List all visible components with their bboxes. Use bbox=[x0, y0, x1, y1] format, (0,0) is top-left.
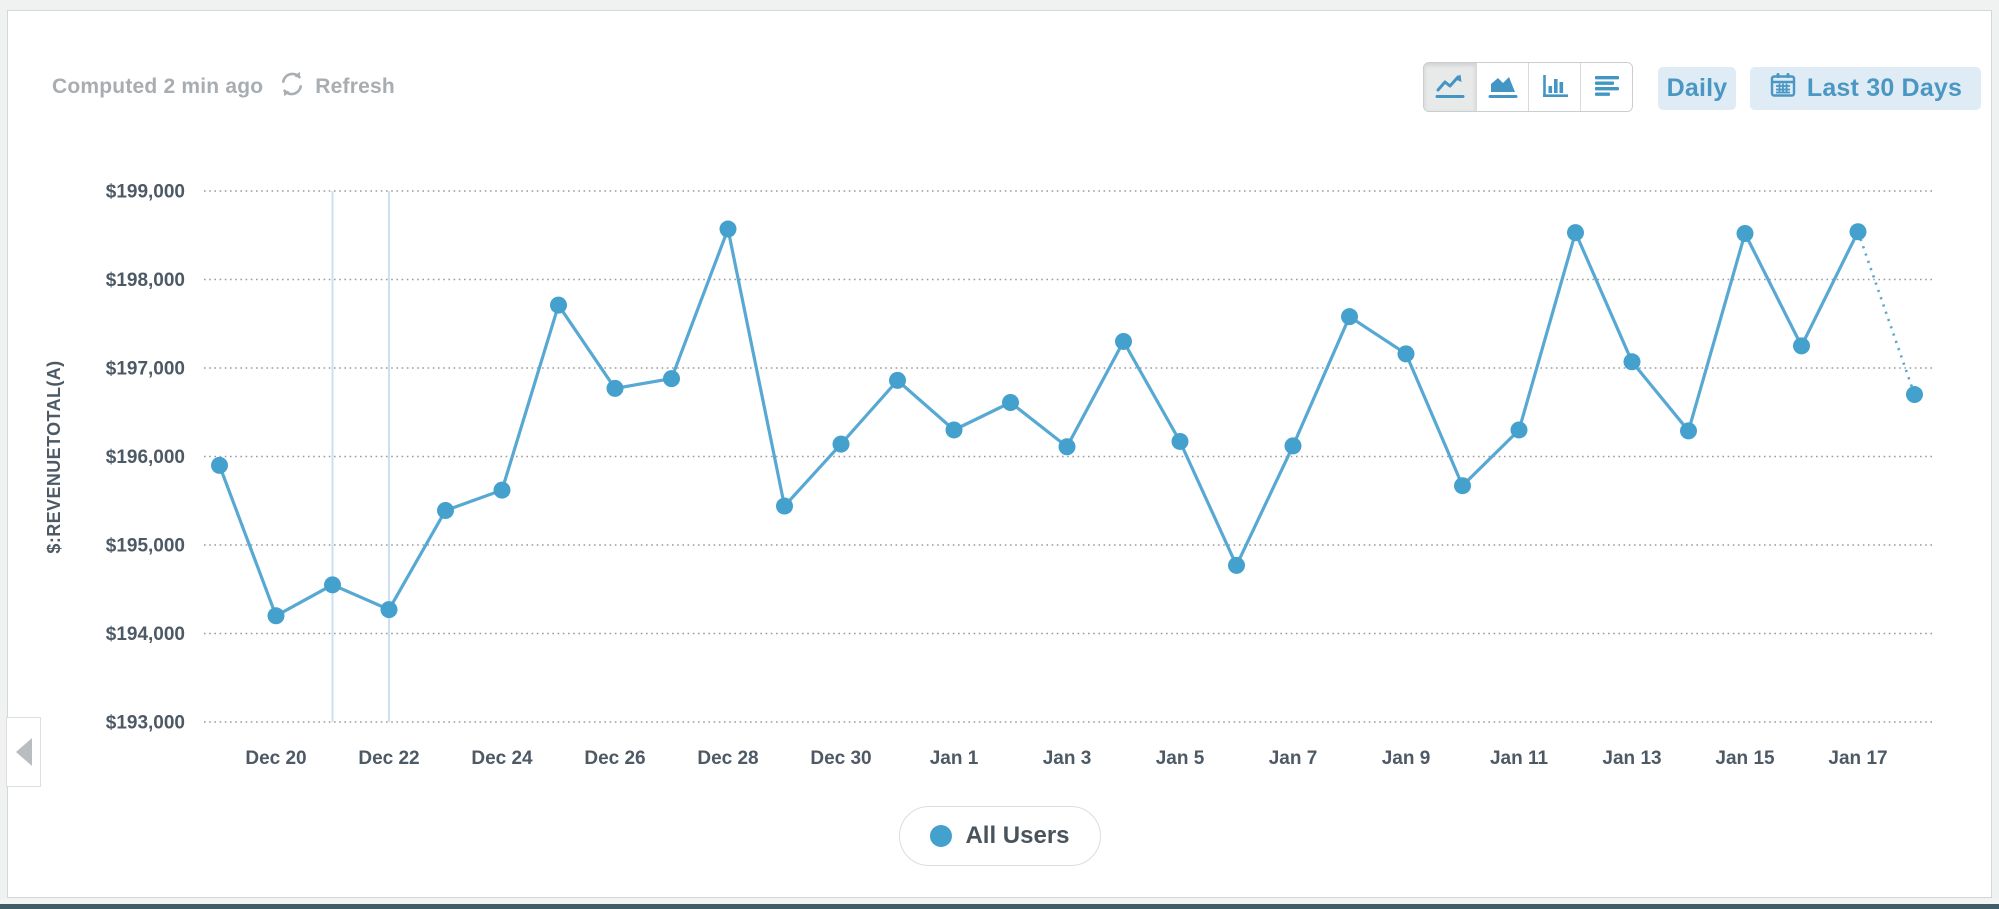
area-chart-type-button[interactable] bbox=[1476, 63, 1528, 111]
line-chart-type-button[interactable] bbox=[1424, 63, 1476, 111]
y-tick-label: $197,000 bbox=[106, 359, 185, 380]
data-point[interactable] bbox=[1115, 332, 1132, 350]
data-point[interactable] bbox=[776, 497, 793, 515]
x-tick-label: Dec 22 bbox=[358, 748, 419, 769]
data-point[interactable] bbox=[1510, 421, 1528, 439]
x-tick-label: Dec 24 bbox=[471, 748, 533, 769]
computed-timestamp: Computed 2 min ago bbox=[52, 75, 264, 98]
series-line-dotted-segment bbox=[1856, 231, 1916, 395]
data-point[interactable] bbox=[1058, 438, 1076, 456]
data-point[interactable] bbox=[211, 456, 228, 474]
date-range-button[interactable]: Last 30 Days bbox=[1750, 67, 1981, 110]
x-tick-label: Jan 1 bbox=[930, 748, 979, 769]
data-point[interactable] bbox=[324, 576, 341, 594]
refresh-button[interactable]: Refresh bbox=[277, 69, 395, 105]
header: Computed 2 min ago Refresh bbox=[52, 71, 395, 103]
calendar-icon bbox=[1769, 71, 1797, 106]
data-point[interactable] bbox=[1341, 308, 1358, 326]
x-tick-label: Jan 7 bbox=[1269, 748, 1318, 769]
legend-series-label: All Users bbox=[965, 822, 1070, 849]
data-point[interactable] bbox=[889, 371, 906, 389]
data-point[interactable] bbox=[1228, 556, 1245, 574]
data-point[interactable] bbox=[945, 421, 963, 439]
refresh-icon bbox=[277, 69, 307, 105]
data-point[interactable] bbox=[1793, 337, 1810, 355]
data-point[interactable] bbox=[1736, 224, 1754, 242]
y-tick-label: $199,000 bbox=[106, 182, 185, 203]
y-tick-label: $193,000 bbox=[106, 713, 185, 734]
x-tick-label: Jan 17 bbox=[1828, 748, 1887, 769]
x-tick-label: Jan 11 bbox=[1490, 748, 1549, 769]
data-point[interactable] bbox=[1680, 422, 1697, 440]
y-axis-title: $:REVENUETOTAL(A) bbox=[44, 360, 64, 553]
y-tick-label: $194,000 bbox=[106, 624, 185, 645]
data-point[interactable] bbox=[1454, 477, 1471, 495]
x-tick-label: Jan 3 bbox=[1043, 748, 1092, 769]
data-point[interactable] bbox=[437, 501, 454, 519]
x-tick-label: Jan 9 bbox=[1382, 748, 1431, 769]
chart-card: Computed 2 min ago Refresh bbox=[7, 10, 1992, 898]
data-point[interactable] bbox=[267, 607, 285, 625]
data-point[interactable] bbox=[550, 296, 567, 314]
x-tick-label: Jan 15 bbox=[1715, 748, 1775, 769]
x-tick-label: Jan 13 bbox=[1602, 748, 1661, 769]
data-point[interactable] bbox=[1397, 345, 1415, 363]
data-point[interactable] bbox=[1623, 353, 1641, 371]
x-tick-label: Jan 5 bbox=[1156, 748, 1205, 769]
collapse-panel-button[interactable] bbox=[6, 717, 41, 787]
data-point[interactable] bbox=[832, 435, 850, 453]
legend-pill-all-users[interactable]: All Users bbox=[898, 806, 1101, 866]
y-tick-label: $195,000 bbox=[106, 536, 185, 557]
data-point[interactable] bbox=[1284, 437, 1302, 455]
table-rows-icon bbox=[1591, 71, 1623, 104]
x-tick-label: Dec 20 bbox=[245, 748, 306, 769]
data-point[interactable] bbox=[1906, 386, 1923, 404]
data-point[interactable] bbox=[493, 481, 511, 499]
chevron-left-icon bbox=[15, 738, 32, 766]
chart-type-toggle-group bbox=[1423, 62, 1633, 112]
area-chart-icon bbox=[1487, 71, 1519, 104]
data-point[interactable] bbox=[719, 220, 737, 238]
page-bottom-bar bbox=[0, 904, 1999, 909]
data-point[interactable] bbox=[380, 601, 398, 619]
line-chart-icon bbox=[1434, 71, 1466, 104]
granularity-button[interactable]: Daily bbox=[1658, 67, 1736, 110]
granularity-label: Daily bbox=[1666, 74, 1728, 102]
y-tick-label: $198,000 bbox=[106, 270, 185, 291]
chart-canvas[interactable]: $199,000 $198,000 $197,000 $196,000 $195,000… bbox=[8, 11, 1991, 897]
refresh-label: Refresh bbox=[315, 75, 395, 98]
bar-chart-type-button[interactable] bbox=[1528, 63, 1580, 111]
data-point[interactable] bbox=[1567, 224, 1584, 242]
bar-chart-icon bbox=[1539, 71, 1571, 104]
data-point[interactable] bbox=[663, 370, 680, 388]
x-tick-label: Dec 26 bbox=[584, 748, 645, 769]
y-tick-label: $196,000 bbox=[106, 447, 185, 468]
data-point[interactable] bbox=[606, 379, 624, 397]
series-line bbox=[218, 227, 1860, 618]
page-bottom-strip bbox=[0, 899, 1999, 904]
data-point[interactable] bbox=[1171, 432, 1189, 450]
table-view-type-button[interactable] bbox=[1580, 63, 1632, 111]
date-range-label: Last 30 Days bbox=[1806, 74, 1963, 102]
x-tick-label: Dec 30 bbox=[810, 748, 871, 769]
data-point[interactable] bbox=[1002, 394, 1019, 412]
data-point[interactable] bbox=[1849, 223, 1867, 241]
x-tick-label: Dec 28 bbox=[697, 748, 758, 769]
legend-series-dot bbox=[929, 825, 952, 847]
